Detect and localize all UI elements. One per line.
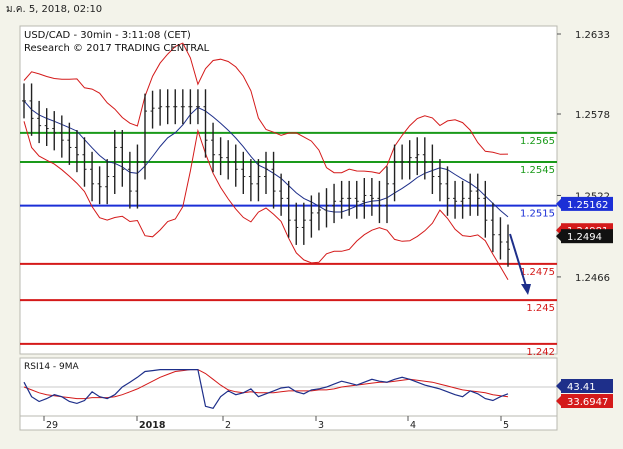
x-tick-label: 5 <box>503 420 509 431</box>
x-tick-label: 3 <box>318 420 324 431</box>
rsi-label: RSI14 - 9MA <box>24 362 80 372</box>
level-label-0: 1.2565 <box>520 136 555 147</box>
chart-subtitle: Research © 2017 TRADING CENTRAL <box>24 43 210 54</box>
price-badge-2 <box>561 229 613 244</box>
rsi-line <box>23 369 509 409</box>
x-tick-label: 4 <box>410 420 416 431</box>
price-badge-pointer <box>556 198 561 209</box>
price-tick-label: 1.2578 <box>575 110 610 121</box>
level-label-1: 1.2545 <box>520 165 555 176</box>
rsi-badge-label: 43.41 <box>567 382 596 393</box>
chart-title: USD/CAD - 30min - 3:11:08 (CET) <box>24 30 191 41</box>
rsi-badge-0 <box>561 379 613 393</box>
price-badge-pointer <box>556 231 561 242</box>
x-axis-strip <box>19 415 558 431</box>
chart-timestamp: ม.ค. 5, 2018, 02:10 <box>6 4 103 15</box>
price-tick-label: 1.2633 <box>575 30 610 41</box>
level-label-3: 1.2475 <box>520 267 555 278</box>
band-lower <box>23 121 509 280</box>
rsi-badge-pointer <box>556 396 561 406</box>
price-badge-label: 1.2494 <box>567 232 602 243</box>
rsi-badge-label: 33.6947 <box>567 397 608 408</box>
rsi-badge-1 <box>561 394 613 408</box>
level-label-5: 1.242 <box>526 347 555 358</box>
x-tick-label: 29 <box>46 420 58 431</box>
level-label-2: 1.2515 <box>520 209 555 220</box>
forecast-arrow <box>509 233 531 295</box>
price-badge-label: 1.25162 <box>567 200 608 211</box>
x-tick-label: 2018 <box>139 420 166 431</box>
price-tick-label: 1.2466 <box>575 273 610 284</box>
band-upper <box>23 42 509 174</box>
x-tick-label: 2 <box>225 420 231 431</box>
price-badge-0 <box>561 196 613 211</box>
level-label-4: 1.245 <box>526 303 555 314</box>
rsi-badge-pointer <box>556 381 561 391</box>
